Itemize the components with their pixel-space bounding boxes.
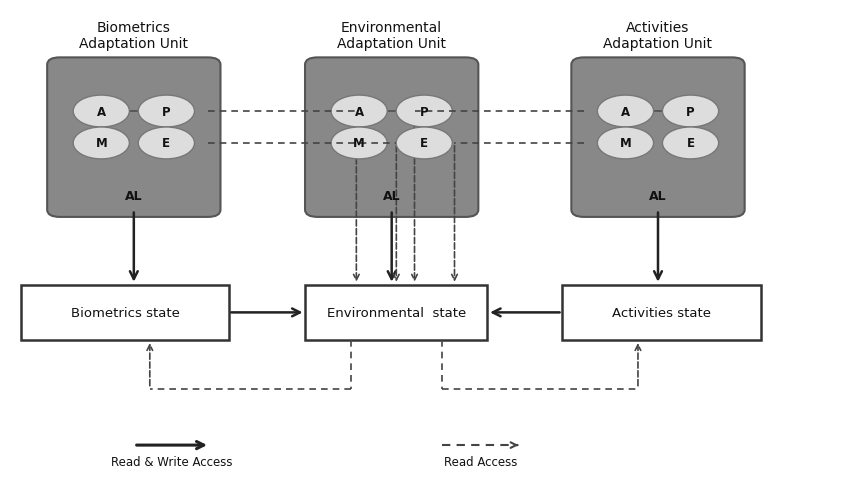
FancyBboxPatch shape bbox=[571, 58, 745, 218]
Text: Biometrics state: Biometrics state bbox=[71, 306, 180, 319]
Ellipse shape bbox=[597, 128, 654, 160]
Text: P: P bbox=[162, 105, 171, 118]
Ellipse shape bbox=[138, 96, 195, 128]
Text: E: E bbox=[687, 137, 694, 150]
FancyBboxPatch shape bbox=[563, 285, 761, 341]
Text: Read & Write Access: Read & Write Access bbox=[111, 455, 232, 468]
Text: Environmental  state: Environmental state bbox=[327, 306, 466, 319]
Text: Activities state: Activities state bbox=[613, 306, 711, 319]
Ellipse shape bbox=[138, 128, 195, 160]
Text: AL: AL bbox=[125, 189, 143, 202]
Text: A: A bbox=[97, 105, 106, 118]
Ellipse shape bbox=[662, 96, 718, 128]
Text: E: E bbox=[420, 137, 428, 150]
Text: Biometrics
Adaptation Unit: Biometrics Adaptation Unit bbox=[79, 21, 188, 51]
Text: Read Access: Read Access bbox=[443, 455, 517, 468]
Text: P: P bbox=[420, 105, 429, 118]
Ellipse shape bbox=[396, 128, 453, 160]
Text: AL: AL bbox=[383, 189, 401, 202]
Text: Activities
Adaptation Unit: Activities Adaptation Unit bbox=[603, 21, 712, 51]
Ellipse shape bbox=[331, 96, 387, 128]
Text: E: E bbox=[163, 137, 170, 150]
Text: A: A bbox=[621, 105, 630, 118]
Ellipse shape bbox=[73, 96, 129, 128]
Text: AL: AL bbox=[649, 189, 667, 202]
FancyBboxPatch shape bbox=[306, 285, 488, 341]
Text: M: M bbox=[353, 137, 365, 150]
FancyBboxPatch shape bbox=[21, 285, 229, 341]
Text: Environmental
Adaptation Unit: Environmental Adaptation Unit bbox=[337, 21, 446, 51]
Ellipse shape bbox=[73, 128, 129, 160]
Text: A: A bbox=[355, 105, 363, 118]
Ellipse shape bbox=[662, 128, 718, 160]
Ellipse shape bbox=[331, 128, 387, 160]
Text: M: M bbox=[95, 137, 107, 150]
Text: M: M bbox=[620, 137, 631, 150]
FancyBboxPatch shape bbox=[47, 58, 220, 218]
Ellipse shape bbox=[597, 96, 654, 128]
Ellipse shape bbox=[396, 96, 453, 128]
Text: P: P bbox=[686, 105, 695, 118]
FancyBboxPatch shape bbox=[305, 58, 478, 218]
